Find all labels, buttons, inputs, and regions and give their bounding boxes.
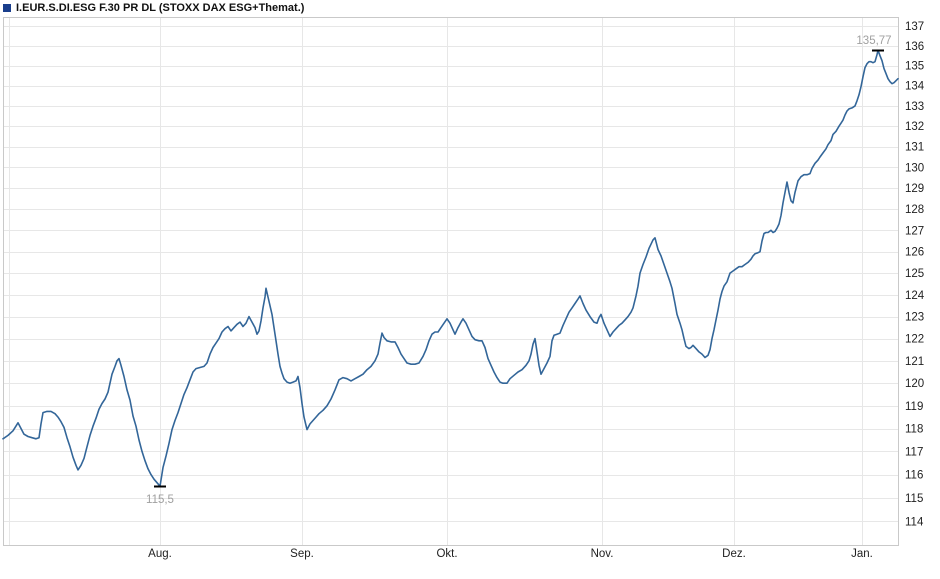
- chart-legend: I.EUR.S.DI.ESG F.30 PR DL (STOXX DAX ESG…: [3, 2, 304, 14]
- y-axis-label-125: 125: [905, 268, 924, 280]
- legend-color-square: [3, 4, 11, 12]
- y-axis-label-115: 115: [905, 493, 923, 505]
- y-axis-label-133: 133: [905, 101, 924, 113]
- extreme-label-1: 135,77: [856, 35, 891, 47]
- x-axis-label-jan: Jan.: [851, 548, 873, 560]
- y-axis-label-114: 114: [905, 516, 924, 528]
- y-axis-label-123: 123: [905, 312, 924, 324]
- y-axis-label-136: 136: [905, 41, 924, 53]
- y-axis-label-116: 116: [905, 470, 923, 482]
- y-axis-label-117: 117: [905, 446, 923, 458]
- x-axis-label-sep: Sep.: [290, 548, 314, 560]
- y-axis-label-129: 129: [905, 183, 924, 195]
- x-axis-label-dez: Dez.: [722, 548, 746, 560]
- x-axis-label-aug: Aug.: [148, 548, 172, 560]
- x-axis-label-nov: Nov.: [591, 548, 614, 560]
- y-axis-label-119: 119: [905, 401, 923, 413]
- x-axis-label-okt: Okt.: [436, 548, 457, 560]
- y-axis-label-130: 130: [905, 162, 924, 174]
- y-axis-label-120: 120: [905, 378, 924, 390]
- y-axis-label-122: 122: [905, 334, 924, 346]
- price-line: [2, 49, 899, 488]
- y-axis-label-132: 132: [905, 121, 924, 133]
- y-axis-label-137: 137: [905, 21, 924, 33]
- chart-title-text: I.EUR.S.DI.ESG F.30 PR DL (STOXX DAX ESG…: [16, 2, 305, 14]
- y-axis-label-127: 127: [905, 225, 924, 237]
- plot-border: [3, 17, 899, 546]
- extreme-label-0: 115,5: [146, 494, 174, 506]
- y-axis-label-128: 128: [905, 204, 924, 216]
- y-axis-label-134: 134: [905, 81, 925, 93]
- y-axis-label-118: 118: [905, 424, 923, 436]
- y-axis-label-121: 121: [905, 356, 924, 368]
- y-axis-label-135: 135: [905, 61, 924, 73]
- y-axis-label-124: 124: [905, 290, 925, 302]
- y-axis-label-131: 131: [905, 142, 924, 154]
- y-axis-label-126: 126: [905, 247, 924, 259]
